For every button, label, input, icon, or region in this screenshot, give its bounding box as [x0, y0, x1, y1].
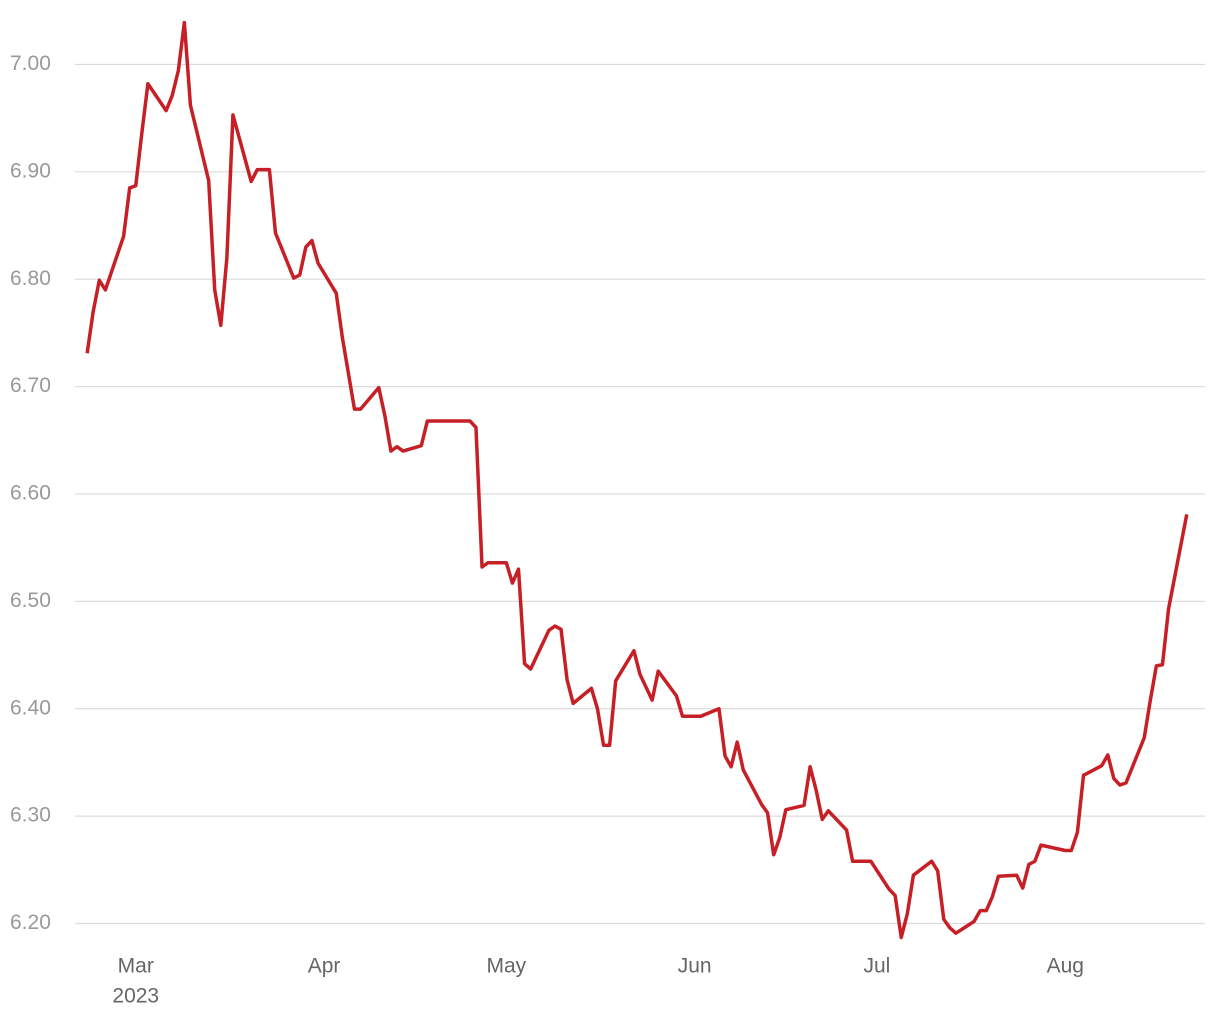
x-year-label: 2023 [112, 985, 159, 1008]
y-tick-label: 6.50 [10, 589, 51, 612]
y-tick-label: 6.90 [10, 159, 51, 182]
x-tick-label: Mar [118, 955, 154, 978]
y-tick-label: 6.20 [10, 911, 51, 934]
y-tick-label: 6.70 [10, 374, 51, 397]
y-tick-label: 6.60 [10, 482, 51, 505]
y-tick-label: 6.40 [10, 696, 51, 719]
x-tick-label: May [487, 955, 527, 978]
y-tick-label: 7.00 [10, 52, 51, 75]
line [85, 20, 1189, 940]
x-tick-label: Jul [864, 955, 891, 978]
y-tick-label: 6.30 [10, 804, 51, 827]
x-tick-label: Jun [678, 955, 712, 978]
x-tick-label: Aug [1047, 955, 1084, 978]
y-tick-label: 6.80 [10, 267, 51, 290]
x-tick-label: Apr [308, 955, 341, 978]
